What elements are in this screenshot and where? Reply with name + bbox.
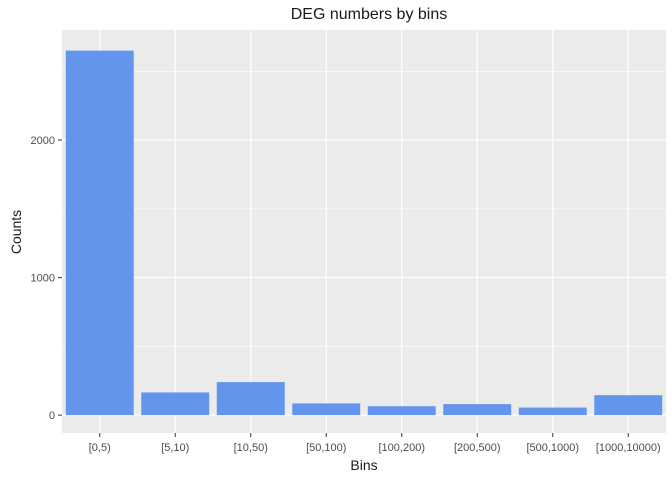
y-axis-ticks: 0 1000 2000 <box>31 135 62 422</box>
y-axis-title: Counts <box>8 210 24 254</box>
bar <box>594 395 663 416</box>
bars <box>65 50 663 416</box>
x-axis-ticks: [0,5) [5,10) [10,50) [50,100) [100,200) [200,… <box>89 433 661 454</box>
major-gridlines <box>62 30 666 433</box>
x-tick-label: [100,200) <box>379 442 425 454</box>
x-tick-label: [0,5) <box>89 442 111 454</box>
y-tick-label: 1000 <box>31 273 55 285</box>
bar <box>292 403 361 416</box>
plot-panel <box>62 30 666 433</box>
bar <box>367 406 436 416</box>
chart-title: DEG numbers by bins <box>291 6 448 23</box>
bar <box>216 382 285 416</box>
x-tick-label: [5,10) <box>161 442 189 454</box>
bar <box>141 392 210 416</box>
bar <box>443 404 512 416</box>
bar <box>65 50 134 416</box>
y-tick-label: 0 <box>49 410 55 422</box>
x-tick-label: [1000,10000) <box>596 442 661 454</box>
bar <box>518 407 587 416</box>
x-tick-label: [200,500) <box>454 442 500 454</box>
x-tick-label: [500,1000) <box>526 442 579 454</box>
x-tick-label: [50,100) <box>306 442 346 454</box>
x-tick-label: [10,50) <box>234 442 268 454</box>
y-tick-label: 2000 <box>31 135 55 147</box>
x-axis-title: Bins <box>350 457 377 473</box>
minor-gridlines <box>62 70 666 347</box>
